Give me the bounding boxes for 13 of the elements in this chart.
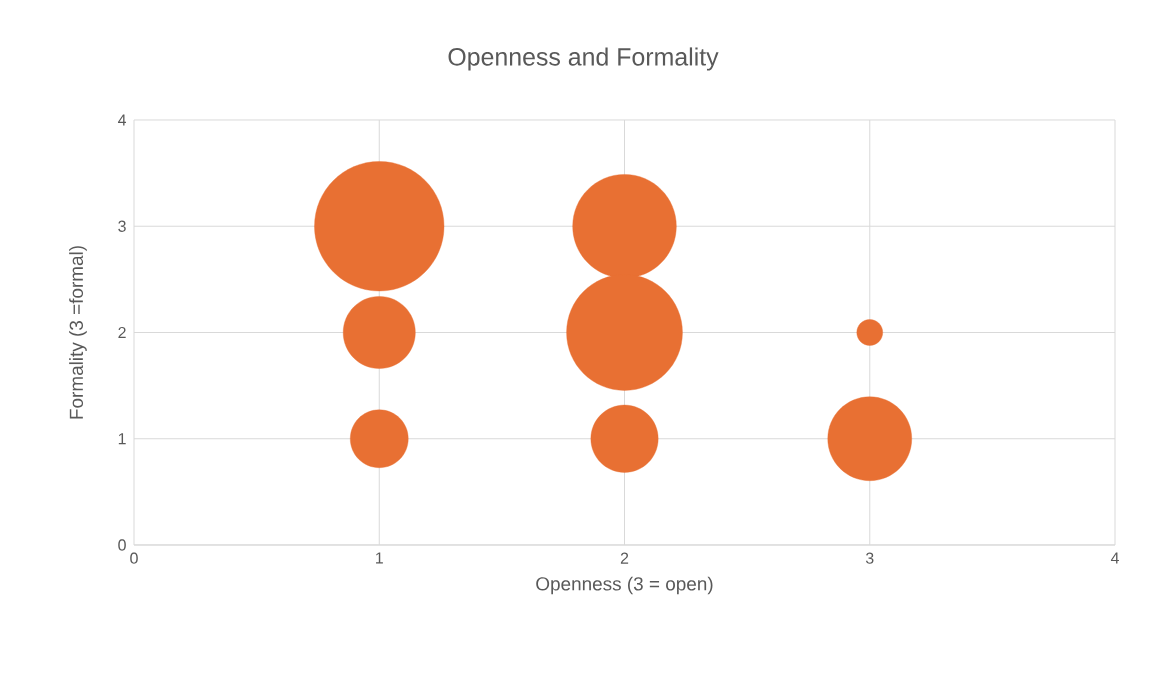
x-tick-label: 4 — [1110, 552, 1119, 564]
x-axis-title: Openness (3 = open) — [536, 576, 713, 595]
y-tick-label: 4 — [117, 114, 127, 126]
x-tick-label: 1 — [376, 552, 383, 564]
chart-title: Openness and Formality — [448, 47, 719, 71]
y-tick-label: 0 — [118, 539, 126, 551]
x-tick-label: 2 — [620, 552, 629, 564]
y-tick-label: 1 — [118, 433, 126, 445]
y-tick-label: 2 — [118, 326, 126, 339]
x-tick-label: 3 — [865, 552, 874, 564]
x-tick-label: 0 — [130, 552, 138, 564]
y-axis-title: Formality (3 =formal) — [69, 246, 87, 419]
y-tick-label: 3 — [118, 220, 126, 232]
